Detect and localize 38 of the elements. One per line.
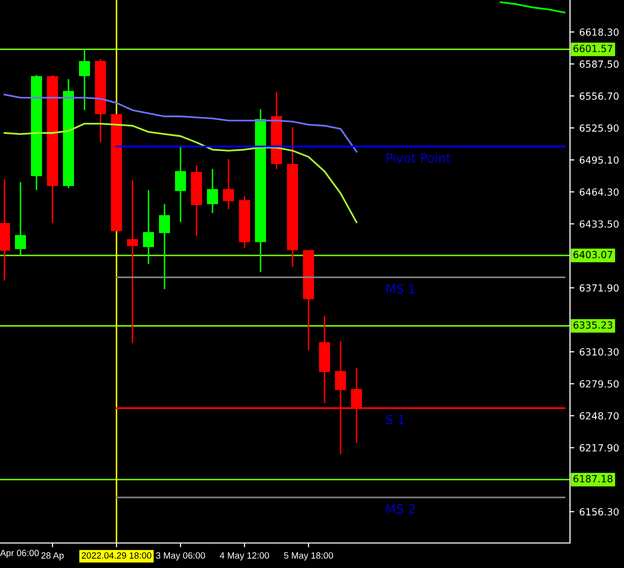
candlestick bbox=[222, 158, 234, 210]
y-tick-label: 6310.30 bbox=[580, 348, 619, 356]
y-tick-label: 6464.30 bbox=[580, 188, 619, 196]
y-tick-label: 6587.50 bbox=[580, 60, 619, 68]
x-tick-label: 28 Ap bbox=[41, 552, 64, 560]
ref-line-label: 6403.07 bbox=[574, 250, 612, 258]
ref-line-label: 6335.23 bbox=[574, 321, 612, 329]
y-tick-label: 6156.30 bbox=[580, 508, 619, 516]
series-label: S 1 bbox=[386, 414, 404, 424]
candlestick bbox=[142, 189, 154, 265]
candlestick bbox=[158, 203, 170, 290]
line-series bbox=[4, 122, 358, 224]
y-tick-label: 6495.10 bbox=[580, 156, 619, 164]
candlestick bbox=[78, 48, 90, 111]
series-label: MS 2 bbox=[386, 504, 415, 514]
candlestick bbox=[14, 181, 26, 256]
x-tick-label: 2022.04.29 18:00 bbox=[82, 552, 152, 559]
text: Apr 06:00 bbox=[0, 550, 39, 558]
series-label: MS 1 bbox=[386, 284, 415, 294]
x-tick-label: 3 May 06:00 bbox=[156, 552, 205, 560]
ref-line-label: 6601.57 bbox=[574, 44, 612, 52]
line-series bbox=[500, 1, 566, 14]
ref-line-label: 6187.18 bbox=[574, 475, 612, 482]
y-tick-label: 6433.50 bbox=[580, 220, 619, 228]
y-tick-label: 6279.50 bbox=[580, 380, 619, 388]
y-tick-label: 6248.70 bbox=[580, 412, 619, 420]
candlestick bbox=[206, 168, 218, 214]
y-tick-label: 6217.90 bbox=[580, 444, 619, 452]
y-tick-label: 6556.70 bbox=[580, 92, 619, 100]
y-tick-label: 6525.90 bbox=[580, 124, 619, 132]
candlestick bbox=[174, 145, 186, 223]
x-tick-label: 4 May 12:00 bbox=[220, 552, 270, 560]
series-label: Pivot Point bbox=[386, 153, 451, 163]
x-tick-label: 5 May 18:00 bbox=[284, 552, 334, 560]
candlestick bbox=[126, 179, 138, 344]
line-series bbox=[4, 94, 358, 153]
y-tick-label: 6618.30 bbox=[580, 28, 619, 36]
y-tick-label: 6371.90 bbox=[580, 284, 619, 292]
